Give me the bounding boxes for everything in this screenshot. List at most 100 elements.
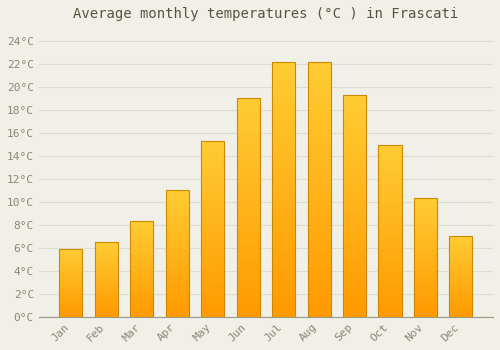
- Bar: [343, 306, 366, 308]
- Bar: [414, 270, 437, 271]
- Bar: [95, 298, 118, 299]
- Bar: [60, 270, 82, 271]
- Bar: [343, 253, 366, 256]
- Bar: [166, 263, 189, 265]
- Bar: [201, 253, 224, 255]
- Bar: [272, 234, 295, 237]
- Bar: [308, 158, 330, 161]
- Bar: [414, 215, 437, 216]
- Bar: [130, 249, 154, 250]
- Bar: [308, 314, 330, 317]
- Bar: [343, 236, 366, 239]
- Bar: [272, 304, 295, 307]
- Bar: [236, 268, 260, 270]
- Bar: [308, 177, 330, 180]
- Bar: [343, 211, 366, 214]
- Bar: [308, 132, 330, 135]
- Bar: [130, 268, 154, 269]
- Bar: [450, 306, 472, 307]
- Bar: [272, 250, 295, 253]
- Bar: [308, 94, 330, 97]
- Bar: [414, 303, 437, 305]
- Bar: [201, 176, 224, 178]
- Bar: [166, 260, 189, 261]
- Bar: [130, 287, 154, 288]
- Bar: [450, 271, 472, 272]
- Bar: [236, 106, 260, 109]
- Bar: [308, 170, 330, 174]
- Bar: [95, 270, 118, 271]
- Bar: [308, 75, 330, 78]
- Bar: [414, 207, 437, 209]
- Bar: [166, 234, 189, 236]
- Bar: [60, 307, 82, 308]
- Bar: [201, 235, 224, 238]
- Bar: [60, 305, 82, 306]
- Bar: [236, 295, 260, 298]
- Bar: [166, 201, 189, 203]
- Bar: [343, 203, 366, 206]
- Bar: [450, 248, 472, 249]
- Bar: [130, 262, 154, 263]
- Bar: [343, 108, 366, 111]
- Bar: [236, 205, 260, 208]
- Bar: [343, 117, 366, 120]
- Bar: [272, 244, 295, 247]
- Bar: [201, 240, 224, 242]
- Bar: [201, 141, 224, 143]
- Bar: [130, 300, 154, 301]
- Bar: [272, 139, 295, 142]
- Bar: [166, 220, 189, 222]
- Bar: [95, 287, 118, 288]
- Bar: [343, 97, 366, 100]
- Bar: [130, 244, 154, 245]
- Bar: [201, 211, 224, 213]
- Bar: [236, 186, 260, 188]
- Bar: [308, 174, 330, 177]
- Bar: [414, 289, 437, 290]
- Bar: [60, 304, 82, 305]
- Bar: [130, 305, 154, 306]
- Bar: [60, 314, 82, 315]
- Bar: [201, 231, 224, 233]
- Bar: [166, 258, 189, 260]
- Bar: [308, 269, 330, 272]
- Bar: [166, 306, 189, 307]
- Bar: [272, 152, 295, 155]
- Bar: [201, 167, 224, 169]
- Bar: [95, 258, 118, 259]
- Bar: [201, 297, 224, 299]
- Bar: [272, 202, 295, 205]
- Bar: [166, 302, 189, 304]
- Bar: [450, 281, 472, 282]
- Bar: [130, 272, 154, 273]
- Bar: [450, 308, 472, 309]
- Bar: [95, 251, 118, 252]
- Bar: [378, 306, 402, 308]
- Bar: [95, 297, 118, 298]
- Bar: [236, 276, 260, 279]
- Bar: [450, 250, 472, 251]
- Bar: [450, 310, 472, 311]
- Bar: [201, 187, 224, 189]
- Bar: [414, 209, 437, 210]
- Bar: [272, 298, 295, 301]
- Bar: [378, 276, 402, 278]
- Bar: [414, 201, 437, 203]
- Bar: [414, 315, 437, 317]
- Bar: [130, 316, 154, 317]
- Bar: [201, 260, 224, 262]
- Bar: [414, 271, 437, 272]
- Bar: [343, 170, 366, 173]
- Bar: [166, 257, 189, 258]
- Bar: [166, 249, 189, 250]
- Bar: [166, 270, 189, 271]
- Bar: [166, 287, 189, 288]
- Bar: [130, 221, 154, 317]
- Bar: [343, 281, 366, 284]
- Bar: [60, 266, 82, 267]
- Bar: [308, 291, 330, 295]
- Bar: [60, 302, 82, 303]
- Bar: [450, 309, 472, 310]
- Bar: [130, 282, 154, 284]
